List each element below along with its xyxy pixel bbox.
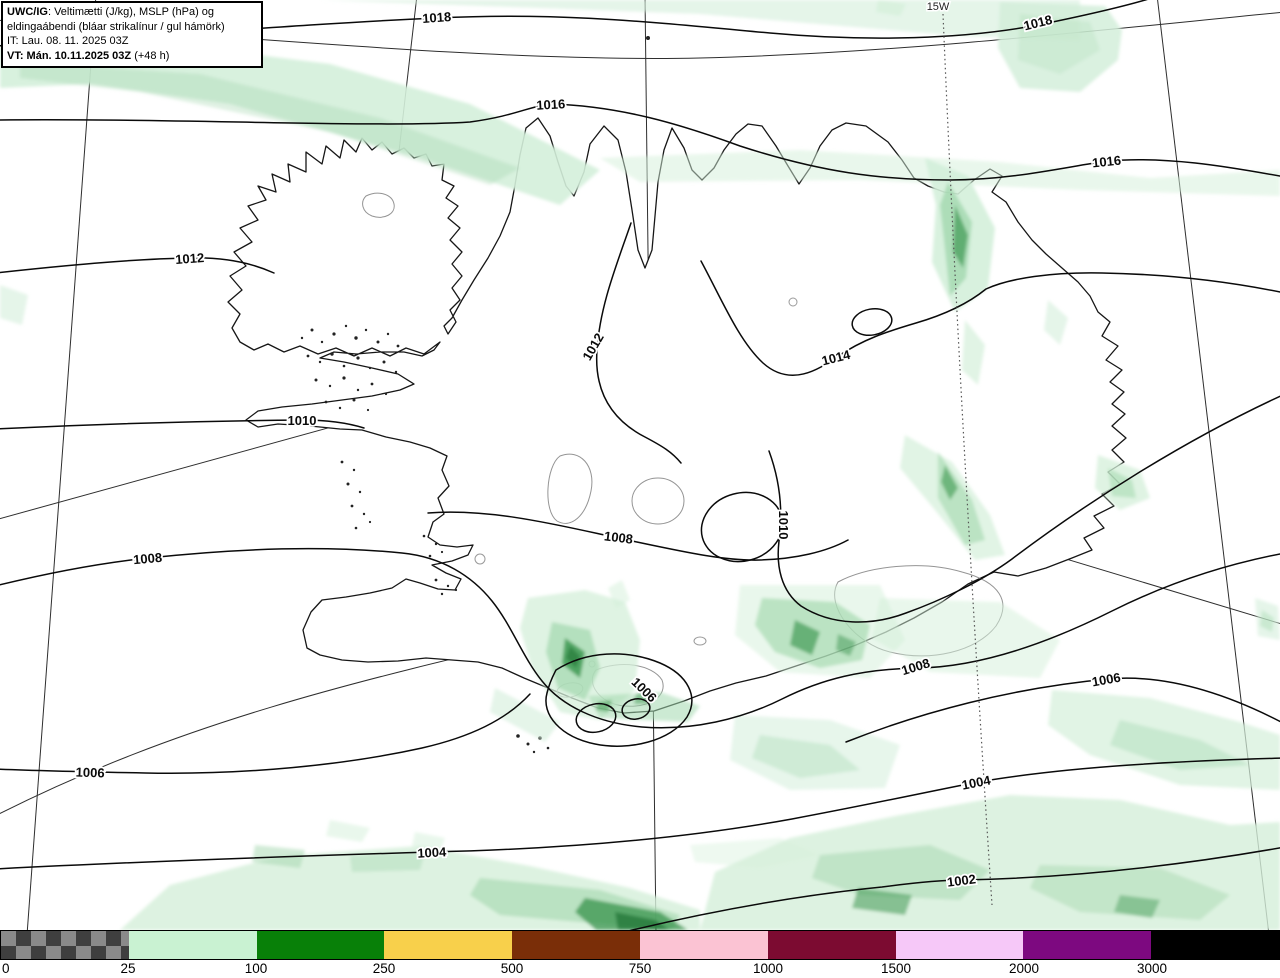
isobar-label: 1018 — [422, 9, 452, 26]
colorbar-tick: 1000 — [752, 961, 784, 976]
isobar-label: 1008 — [133, 550, 163, 567]
isobar-label: 1006 — [75, 765, 104, 781]
legend-init-time: IT: Lau. 08. 11. 2025 03Z — [7, 35, 129, 47]
colorbar-segment — [256, 931, 385, 959]
legend-box: UWC/IG: Veltimætti (J/kg), MSLP (hPa) og… — [1, 1, 263, 68]
meridian-15w-label: 15W — [927, 1, 950, 13]
colorbar-segment-checker — [1, 931, 129, 959]
isobar-label: 1002 — [946, 871, 977, 889]
colorbar-tick: 500 — [500, 961, 524, 976]
isobar-label: 1006 — [1091, 670, 1122, 690]
colorbar-segment — [1151, 931, 1279, 959]
isobar-label: 1016 — [536, 96, 566, 112]
legend-line-1: UWC/IG: Veltimætti (J/kg), MSLP (hPa) og — [7, 6, 215, 18]
skerry-speckles — [300, 324, 458, 596]
isobar-label: 1016 — [1091, 153, 1121, 171]
isobar-label: 1008 — [900, 655, 932, 678]
colorbar-segment — [639, 931, 768, 959]
legend-line-2: eldingaábendi (bláar strikalínur / gul h… — [7, 20, 225, 33]
isobar-label: 1012 — [175, 250, 205, 267]
weather-map: 1018 1018 1016 1016 1012 1012 1014 1010 … — [0, 0, 1280, 930]
colorbar-tick: 1500 — [880, 961, 912, 976]
cape-shading — [0, 0, 1280, 930]
isobar-label: 1004 — [417, 844, 447, 861]
colorbar-tick: 2000 — [1008, 961, 1040, 976]
cape-colorbar: 0 25 100 250 500 750 1000 1500 2000 3000 — [0, 930, 1280, 978]
product-id: UWC/IG — [7, 6, 48, 18]
isobar-label: 1004 — [961, 772, 993, 792]
colorbar-tick: 100 — [244, 961, 268, 976]
colorbar-tick: 750 — [628, 961, 652, 976]
colorbar-segment — [1023, 931, 1152, 959]
colorbar-segment — [384, 931, 513, 959]
colorbar-tick: 250 — [372, 961, 396, 976]
colorbar-segment — [895, 931, 1024, 959]
colorbar-tick: 25 — [120, 961, 136, 976]
isobar-label: 1010 — [776, 511, 791, 540]
colorbar-segments — [0, 930, 1280, 960]
isobar-label: 1008 — [603, 528, 634, 546]
isobar-label: 1010 — [288, 413, 317, 428]
legend-valid-time: VT: Mán. 10.11.2025 03Z (+48 h) — [7, 49, 170, 62]
colorbar-tick: 3000 — [1136, 961, 1168, 976]
colorbar-tick: 0 — [2, 961, 10, 976]
colorbar-segment — [767, 931, 896, 959]
colorbar-segment — [512, 931, 640, 959]
colorbar-segment — [128, 931, 257, 959]
colorbar-ticks: 0 25 100 250 500 750 1000 1500 2000 3000 — [0, 960, 1280, 978]
meridian-15w-line — [942, 13, 993, 906]
